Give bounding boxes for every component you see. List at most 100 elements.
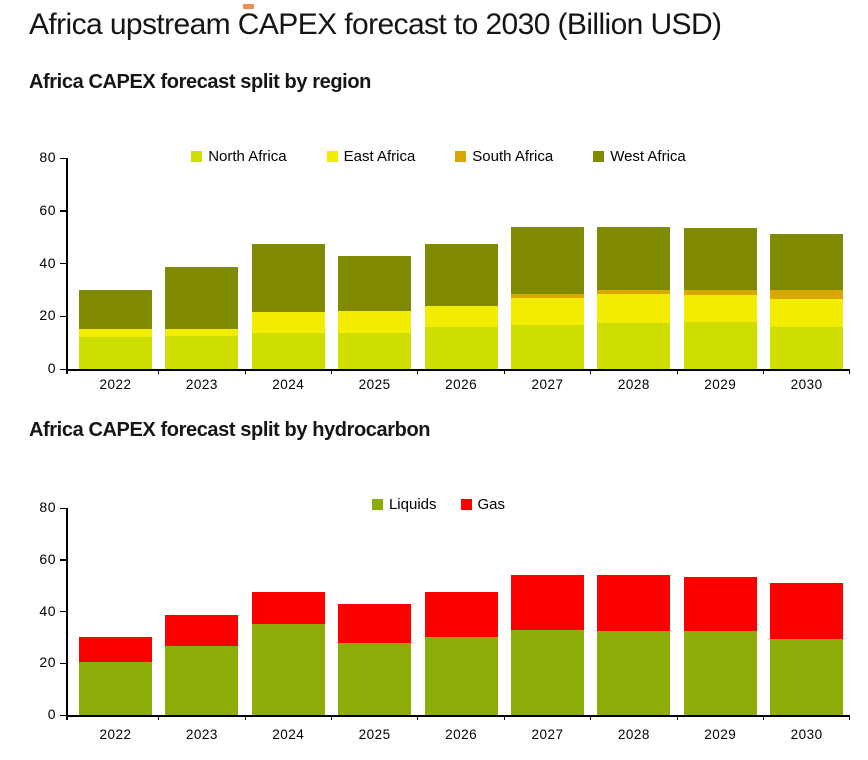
x-axis-tick [590, 715, 592, 720]
y-tick-label: 40 [39, 602, 56, 619]
bar-segment [683, 289, 757, 296]
bar-segment [683, 576, 757, 631]
y-tick-label: 60 [39, 550, 56, 567]
bar-segment [79, 337, 152, 369]
bar-segment [251, 624, 325, 715]
x-tick-label: 2023 [185, 727, 218, 742]
bar-segment [165, 329, 239, 337]
x-tick-label: 2028 [617, 377, 650, 392]
x-tick-label: 2027 [531, 727, 564, 742]
legend-item: Liquids [371, 496, 437, 513]
y-axis-line [66, 158, 68, 374]
x-axis-tick [158, 369, 160, 374]
legend-swatch [593, 151, 605, 162]
y-tick-label: 20 [39, 654, 56, 671]
bar-segment [770, 326, 844, 369]
legend-label: North Africa [208, 148, 287, 165]
bar-segment [79, 289, 152, 330]
bar-segment [424, 592, 498, 638]
bar-segment [597, 289, 671, 294]
bar-segment [424, 326, 498, 369]
bar-segment [597, 226, 671, 290]
bar-segment [338, 603, 412, 643]
x-tick-label: 2024 [272, 377, 305, 392]
bar-segment [338, 642, 412, 715]
legend-label: West Africa [610, 148, 686, 165]
x-tick-label: 2030 [790, 727, 823, 742]
bar-segment [597, 575, 671, 631]
bar-segment [79, 329, 152, 338]
bar-segment [770, 234, 844, 290]
bar-segment [251, 592, 325, 625]
x-tick-label: 2022 [99, 727, 132, 742]
x-tick-label: 2029 [704, 727, 737, 742]
y-axis-tick [60, 559, 66, 561]
bar-segment [770, 638, 844, 715]
y-axis-line [66, 508, 68, 720]
bar-segment [770, 299, 844, 327]
bar-segment [683, 295, 757, 322]
x-axis-tick [503, 715, 505, 720]
y-tick-label: 80 [39, 499, 56, 515]
bar-segment [424, 637, 498, 715]
x-tick-label: 2023 [185, 377, 218, 392]
x-axis-tick [762, 369, 765, 374]
legend-item: East Africa [326, 148, 416, 165]
legend-label: East Africa [343, 148, 416, 165]
x-tick-label: 2024 [272, 727, 305, 742]
x-axis-tick [244, 369, 246, 374]
bar-segment [511, 575, 584, 630]
bar-segment [511, 226, 584, 294]
bar-segment [165, 646, 239, 715]
x-axis-tick [417, 715, 419, 720]
legend-label: Liquids [388, 496, 437, 513]
orange-dash-mark [243, 4, 254, 9]
x-axis-tick [590, 369, 592, 374]
bar-segment [165, 336, 239, 369]
y-axis-tick [60, 611, 66, 613]
bar-segment [770, 289, 844, 300]
x-axis-tick [158, 715, 160, 720]
bar-segment [683, 321, 757, 369]
bar-segment [79, 637, 152, 662]
x-tick-label: 2029 [704, 377, 737, 392]
x-axis-tick [330, 715, 333, 720]
bar-segment [597, 630, 671, 715]
y-axis-tick [60, 210, 66, 212]
x-axis-line [66, 715, 850, 717]
legend-swatch [326, 151, 338, 162]
legend-swatch [371, 499, 383, 510]
legend-item: Gas [460, 496, 506, 513]
x-axis-tick [330, 369, 333, 374]
bar-segment [424, 305, 498, 327]
bar-segment [597, 322, 671, 369]
y-axis-tick [60, 714, 66, 716]
x-tick-label: 2027 [531, 377, 564, 392]
legend-item: South Africa [455, 148, 553, 165]
bar-segment [165, 615, 239, 647]
bar-segment [338, 333, 412, 369]
bar-segment [511, 297, 584, 326]
bar-segment [683, 227, 757, 290]
bar-segment [338, 255, 412, 311]
x-axis-tick [676, 715, 678, 720]
y-axis-tick [60, 157, 66, 159]
hydrocarbon-chart-title: Africa CAPEX forecast split by hydrocarb… [29, 419, 431, 441]
region-chart-title: Africa CAPEX forecast split by region [29, 71, 371, 93]
x-tick-label: 2025 [358, 377, 391, 392]
page-title: Africa upstream CAPEX forecast to 2030 (… [29, 8, 722, 41]
legend-label: Gas [477, 496, 506, 513]
y-tick-label: 60 [39, 201, 56, 218]
bar-segment [251, 243, 325, 313]
y-tick-label: 0 [47, 360, 56, 376]
legend-label: South Africa [472, 148, 554, 165]
x-axis-tick [503, 369, 505, 374]
legend-swatch [191, 151, 203, 162]
x-tick-label: 2022 [99, 377, 132, 392]
bar-segment [511, 293, 584, 298]
bar-segment [511, 629, 584, 715]
bar-segment [511, 325, 584, 369]
